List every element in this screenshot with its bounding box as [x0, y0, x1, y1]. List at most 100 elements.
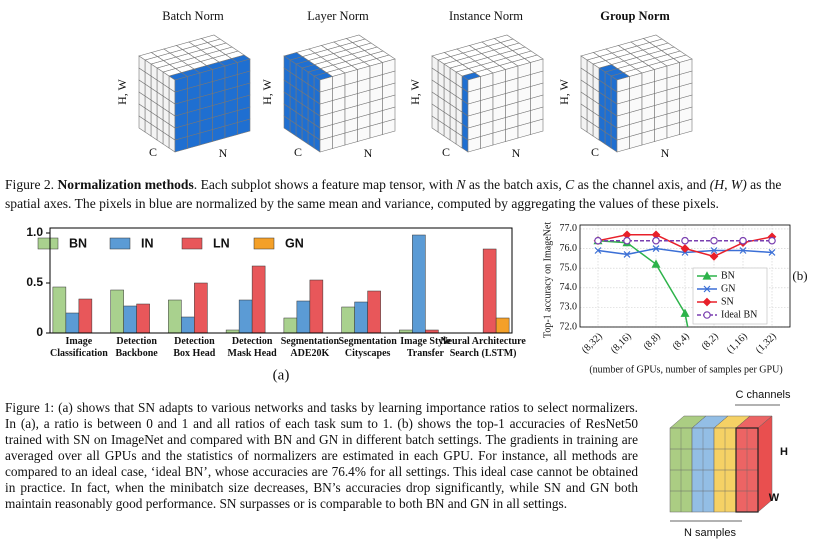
x-tick-label: Image Classification	[49, 336, 108, 359]
y-tick-label: 73.0	[560, 302, 578, 313]
y-tick-label: 0	[36, 325, 43, 339]
x-tick-label: Detection Mask Head	[227, 336, 277, 359]
cube-cell	[530, 58, 544, 75]
panel-title: Group Norm	[600, 9, 670, 23]
bar	[123, 305, 137, 334]
bar	[341, 306, 355, 334]
axis-label: H, W	[557, 78, 571, 104]
axis-label: C	[442, 145, 450, 159]
legend-label: BN	[69, 236, 87, 250]
marker	[594, 247, 602, 254]
legend-swatch	[181, 237, 203, 250]
bar	[367, 290, 381, 334]
x-axis-label: (number of GPUs, number of samples per G…	[589, 364, 782, 375]
x-tick-label: (8,2)	[699, 331, 720, 352]
legend-label: Ideal BN	[721, 309, 757, 320]
marker	[703, 285, 711, 293]
bar	[296, 300, 311, 334]
bar	[52, 286, 67, 334]
caption-part: as the channel axis, and	[574, 177, 710, 192]
bar	[65, 312, 80, 334]
legend-swatch	[109, 237, 131, 250]
panel-title: Layer Norm	[307, 9, 369, 23]
cube-cell	[345, 34, 366, 43]
cube	[580, 34, 693, 153]
axis-label: H, W	[260, 78, 274, 104]
marker	[710, 236, 718, 245]
axis-label: N	[661, 146, 670, 160]
diagram-label: C channels	[735, 389, 791, 401]
panel-title: Batch Norm	[162, 9, 224, 23]
marker	[768, 249, 776, 256]
axis-label: H, W	[408, 78, 422, 104]
caption-part: as the batch axis,	[465, 177, 566, 192]
x-tick-label: Detection Box Head	[173, 336, 216, 359]
diagram-label: W	[769, 492, 780, 504]
x-tick-label: (8,32)	[580, 331, 605, 356]
y-tick-label: 77.0	[560, 223, 578, 234]
chart-label: (b)	[792, 268, 807, 283]
bar	[354, 301, 368, 334]
axis-label: N	[512, 146, 521, 160]
caption-part: as the spatial axes. The pixels in blue …	[5, 177, 782, 211]
y-axis-label: Top-1 accuracy on ImageNet	[542, 222, 553, 338]
cube	[431, 34, 544, 153]
x-tick-label: (1,16)	[725, 331, 750, 356]
axis-label: H, W	[115, 78, 129, 104]
plot-frame	[49, 227, 513, 334]
figure1-caption: Figure 1: (a) shows that SN adapts to va…	[5, 400, 638, 511]
panel-title: Instance Norm	[449, 9, 523, 23]
marker	[702, 297, 712, 307]
marker	[652, 245, 660, 252]
highlight	[735, 427, 759, 513]
figure2-caption: Figure 2. Normalization methods. Each su…	[5, 175, 815, 213]
legend-label: BN	[721, 270, 735, 281]
diagram-label: N samples	[684, 527, 736, 539]
bar	[168, 299, 182, 334]
cube-cell	[493, 34, 514, 43]
bar	[110, 289, 124, 334]
bar	[238, 299, 253, 334]
cube-cell	[580, 55, 588, 73]
marker	[768, 236, 776, 245]
caption-part: Figure 2.	[5, 177, 58, 192]
marker	[680, 308, 690, 317]
diagram-label: H	[780, 446, 788, 458]
axis-label: N	[364, 146, 373, 160]
bar	[309, 279, 324, 334]
x-tick-label: (8,8)	[641, 331, 662, 352]
bar	[495, 317, 510, 334]
x-tick-label: Detection Backbone	[115, 336, 158, 359]
caption-part: C	[565, 177, 575, 192]
caption-part: N	[456, 177, 466, 192]
marker	[594, 236, 602, 245]
x-tick-label: (8,4)	[670, 331, 691, 352]
x-tick-label: Segmentation ADE20K	[280, 336, 340, 359]
legend-label: SN	[721, 296, 734, 307]
marker	[681, 236, 689, 245]
axis-label: C	[591, 145, 599, 159]
cube-cell	[283, 55, 291, 73]
y-tick-label: 75.0	[560, 262, 578, 273]
axis-label: N	[219, 146, 228, 160]
plot-area	[593, 230, 777, 327]
y-tick-label: 1.0	[26, 225, 43, 239]
marker	[739, 247, 747, 254]
cube-cell	[200, 34, 221, 43]
caption-part: . Each subplot shows a feature map tenso…	[193, 177, 457, 192]
cube-cell	[642, 34, 663, 43]
cube-cell	[138, 55, 146, 73]
caption-part: (H, W)	[709, 177, 747, 192]
legend-label: IN	[141, 236, 154, 250]
marker	[680, 244, 690, 253]
x-tick-label: (1,32)	[754, 331, 779, 356]
x-tick-label: Segmentation Cityscapes	[338, 336, 397, 359]
marker	[703, 311, 711, 319]
marker	[623, 250, 631, 258]
marker	[739, 236, 747, 245]
legend-label: GN	[721, 283, 735, 294]
axis-label: C	[149, 145, 157, 159]
bar	[181, 316, 195, 334]
